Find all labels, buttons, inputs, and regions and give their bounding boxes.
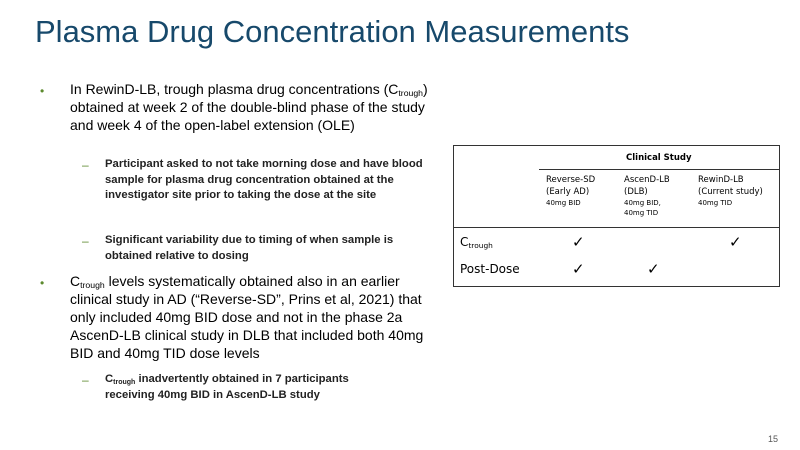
check-icon: ✓ xyxy=(729,233,742,251)
sub-bullet-3: Ctrough inadvertently obtained in 7 part… xyxy=(105,372,365,403)
column-sub: (Early AD) xyxy=(546,187,590,197)
bullet-2-text: Ctrough levels systematically obtained a… xyxy=(70,272,445,362)
text-part: levels systematically obtained also in a… xyxy=(70,273,424,361)
clinical-study-table: Clinical Study Reverse-SD (Early AD) 40mg … xyxy=(453,145,780,287)
subscript: trough xyxy=(80,280,105,291)
bullet-marker: • xyxy=(40,84,45,98)
bullet-marker: • xyxy=(40,276,45,290)
dash-marker: – xyxy=(82,373,89,387)
column-name: RewinD-LB xyxy=(698,175,744,185)
sub-bullet-2: Significant variability due to timing of… xyxy=(105,234,394,262)
column-dose: 40mg BID xyxy=(546,199,581,207)
text-part: C xyxy=(460,235,469,249)
table-header: Clinical Study xyxy=(626,153,692,163)
divider xyxy=(454,227,779,228)
column-sub: (Current study) xyxy=(698,187,763,197)
check-icon: ✓ xyxy=(572,233,585,251)
dash-marker: – xyxy=(82,234,89,248)
divider xyxy=(539,169,779,170)
text-part: In RewinD-LB, trough plasma drug concent… xyxy=(70,81,399,97)
text-part: ) obtained at week 2 of the double-blind… xyxy=(70,81,428,133)
column-name: Reverse-SD xyxy=(546,175,596,185)
check-icon: ✓ xyxy=(647,260,660,278)
column-sub: (DLB) xyxy=(624,187,648,197)
sub-bullet-1: Participant asked to not take morning do… xyxy=(105,158,423,201)
column-header: RewinD-LB (Current study) 40mg TID xyxy=(698,174,763,208)
column-header: Reverse-SD (Early AD) 40mg BID xyxy=(546,174,595,208)
text-part: inadvertently obtained in 7 participants… xyxy=(105,373,349,401)
column-dose: 40mg BID, 40mg TID xyxy=(624,199,661,217)
column-header: AscenD-LB (DLB) 40mg BID, 40mg TID xyxy=(624,174,674,218)
subscript: trough xyxy=(468,240,493,250)
dash-marker: – xyxy=(82,158,89,172)
check-icon: ✓ xyxy=(572,260,585,278)
row-label-ctrough: Ctrough xyxy=(460,235,493,249)
slide-title: Plasma Drug Concentration Measurements xyxy=(35,14,630,49)
text-part: C xyxy=(70,273,81,289)
subscript: trough xyxy=(113,378,136,386)
bullet-1-text: In RewinD-LB, trough plasma drug concent… xyxy=(70,80,445,134)
subscript: trough xyxy=(398,88,423,99)
row-label-post-dose: Post-Dose xyxy=(460,262,520,276)
text-part: C xyxy=(105,373,114,385)
column-dose: 40mg TID xyxy=(698,199,733,207)
page-number: 15 xyxy=(768,434,779,444)
column-name: AscenD-LB xyxy=(624,175,670,185)
